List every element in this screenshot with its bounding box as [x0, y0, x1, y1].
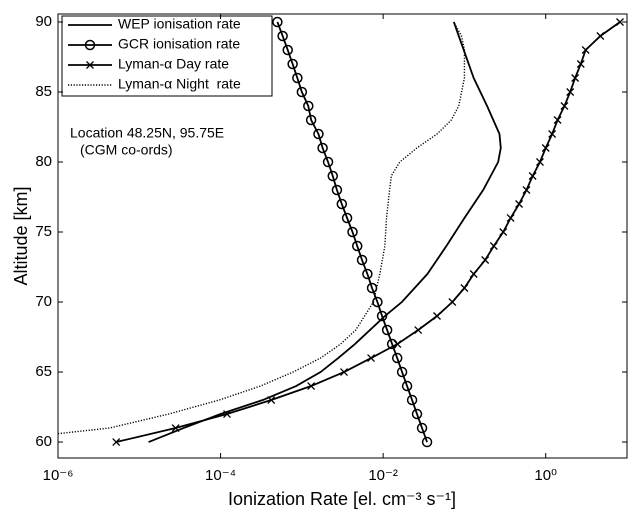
y-tick-label: 80: [35, 153, 52, 170]
legend-label: WEP ionisation rate: [118, 16, 241, 32]
point: [367, 354, 376, 362]
point: [581, 46, 590, 54]
point: [391, 352, 403, 364]
point: [396, 366, 408, 378]
point: [616, 18, 624, 26]
point: [171, 424, 180, 432]
point: [489, 242, 498, 250]
point: [317, 142, 328, 154]
point: [112, 438, 121, 446]
point: [414, 326, 423, 334]
point: [336, 198, 348, 210]
point: [340, 368, 348, 376]
point: [506, 214, 515, 222]
series-line: [276, 21, 428, 443]
point: [305, 114, 317, 126]
point: [433, 312, 441, 320]
x-tick-label: 10⁻⁴: [205, 467, 236, 484]
point: [303, 100, 314, 112]
point: [267, 396, 276, 404]
point: [347, 226, 358, 238]
y-tick-label: 70: [35, 293, 52, 310]
legend-label: Lyman-α Night rate: [118, 76, 241, 92]
legend-label: GCR ionisation rate: [118, 36, 240, 52]
x-tick-label: 10⁻²: [368, 467, 398, 484]
x-tick-label: 10⁰: [534, 467, 557, 484]
point: [541, 144, 550, 152]
y-tick-label: 90: [35, 13, 52, 30]
point: [287, 58, 298, 70]
plot-frame: [57, 13, 628, 459]
point: [448, 298, 457, 306]
point: [356, 254, 368, 266]
point: [481, 256, 490, 264]
point: [596, 32, 605, 40]
point: [416, 422, 428, 434]
point: [460, 284, 469, 292]
point: [576, 60, 585, 68]
point: [406, 394, 418, 406]
point: [223, 410, 231, 418]
point: [421, 436, 433, 448]
annotation: (CGM co-ords): [80, 142, 173, 158]
point: [536, 158, 544, 166]
series-line: [148, 21, 502, 443]
point: [566, 88, 575, 96]
point: [313, 128, 324, 140]
annotation: Location 48.25N, 95.75E: [70, 125, 224, 141]
x-tick-label: 10⁻⁶: [43, 467, 74, 484]
point: [571, 74, 580, 82]
point: [362, 268, 373, 280]
point: [327, 170, 339, 182]
point: [515, 200, 524, 208]
legend-marker: [84, 39, 96, 51]
y-axis-title: Altitude [km]: [11, 186, 31, 285]
point: [376, 310, 388, 322]
point: [351, 240, 363, 252]
y-tick-label: 75: [35, 223, 52, 240]
legend: [61, 15, 273, 97]
point: [548, 130, 557, 138]
point: [296, 86, 308, 98]
point: [553, 116, 562, 124]
y-tick-label: 85: [35, 83, 52, 100]
point: [272, 16, 283, 28]
point: [560, 102, 569, 110]
point: [322, 156, 334, 168]
point: [469, 270, 478, 278]
point: [401, 380, 413, 392]
point: [499, 228, 508, 236]
point: [341, 212, 353, 224]
point: [277, 30, 288, 42]
point: [381, 324, 393, 336]
x-axis-title: Ionization Rate [el. cm⁻³ s⁻¹]: [228, 489, 456, 509]
legend-label: Lyman-α Day rate: [118, 56, 229, 72]
point: [282, 44, 293, 56]
point: [307, 382, 316, 390]
point: [292, 72, 303, 84]
legend-marker: [86, 61, 94, 69]
point: [331, 184, 343, 196]
point: [528, 172, 537, 180]
point: [393, 340, 402, 348]
y-tick-label: 65: [35, 363, 52, 380]
y-tick-label: 60: [35, 433, 52, 450]
point: [411, 408, 423, 420]
point: [522, 186, 531, 194]
plot-area: [58, 16, 624, 448]
